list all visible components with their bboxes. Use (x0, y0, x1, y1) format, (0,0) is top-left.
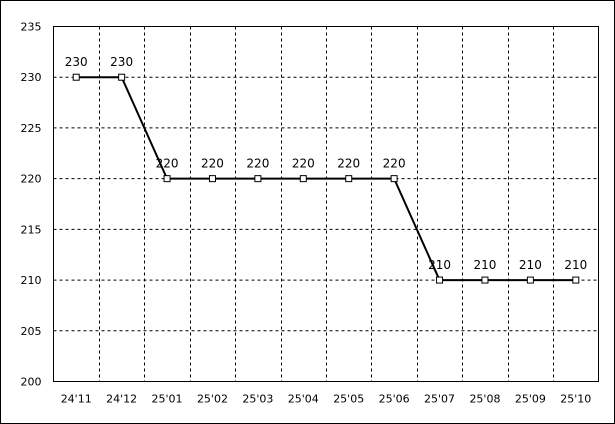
y-tick-label: 210 (21, 274, 42, 287)
point (436, 276, 444, 284)
point (526, 276, 534, 284)
point (208, 175, 216, 183)
x-tick-label: 25'01 (152, 393, 183, 406)
point (118, 73, 126, 81)
data-label: 220 (246, 157, 269, 171)
x-tick-label: 25'07 (424, 393, 455, 406)
point (163, 175, 171, 183)
y-tick-label: 215 (21, 223, 42, 236)
data-label: 210 (428, 258, 451, 272)
data-label: 220 (201, 157, 224, 171)
plot-border (53, 26, 599, 382)
data-label: 220 (156, 157, 179, 171)
x-tick-label: 25'03 (242, 393, 273, 406)
y-tick-label: 220 (21, 173, 42, 186)
point (72, 73, 80, 81)
point (254, 175, 262, 183)
x-tick-label: 25'09 (515, 393, 546, 406)
y-tick-label: 230 (21, 71, 42, 84)
point (572, 276, 580, 284)
x-tick-label: 25'10 (560, 393, 591, 406)
data-label: 210 (564, 258, 587, 272)
x-tick-label: 25'04 (288, 393, 319, 406)
y-tick-label: 200 (21, 376, 42, 389)
data-label: 220 (292, 157, 315, 171)
x-tick-label: 24'12 (106, 393, 137, 406)
x-tick-label: 24'11 (61, 393, 92, 406)
data-label: 220 (383, 157, 406, 171)
data-label: 230 (65, 55, 88, 69)
y-tick-label: 225 (21, 122, 42, 135)
data-label: 210 (519, 258, 542, 272)
point (345, 175, 353, 183)
x-tick-label: 25'02 (197, 393, 228, 406)
x-tick-label: 25'05 (333, 393, 364, 406)
y-tick-label: 235 (21, 21, 42, 34)
data-label: 210 (474, 258, 497, 272)
point (299, 175, 307, 183)
line (76, 76, 576, 282)
point (481, 276, 489, 284)
y-tick-label: 205 (21, 325, 42, 338)
data-label: 220 (337, 157, 360, 171)
x-tick-label: 25'08 (469, 393, 500, 406)
point (390, 175, 398, 183)
data-label: 230 (110, 55, 133, 69)
x-tick-label: 25'06 (379, 393, 410, 406)
